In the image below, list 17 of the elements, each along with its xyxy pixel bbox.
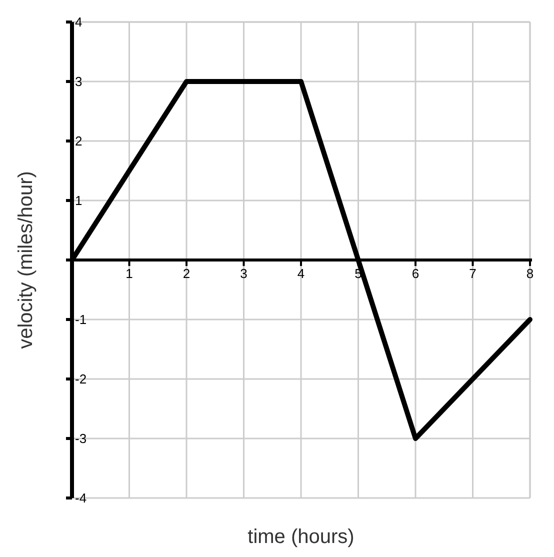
x-tick-label: 6	[412, 266, 420, 281]
y-tick-label: -2	[75, 372, 87, 387]
x-axis-title: time (hours)	[248, 526, 354, 548]
x-tick-label: 1	[126, 266, 133, 281]
y-tick-label: 3	[75, 74, 82, 90]
x-tick-label: 8	[526, 266, 534, 281]
x-tick-label: 7	[469, 266, 476, 281]
y-tick-label: -1	[75, 312, 87, 328]
y-tick-label: 4	[75, 14, 82, 30]
y-tick-label: 1	[75, 193, 82, 208]
y-tick-label: -4	[75, 490, 87, 506]
y-tick-label: -3	[75, 431, 87, 446]
x-tick-label: 3	[240, 266, 248, 281]
y-axis-title: velocity (miles/hour)	[15, 171, 37, 349]
x-tick-label: 4	[297, 266, 305, 281]
x-tick-label: 2	[182, 266, 190, 281]
y-tick-label: 2	[75, 134, 82, 149]
